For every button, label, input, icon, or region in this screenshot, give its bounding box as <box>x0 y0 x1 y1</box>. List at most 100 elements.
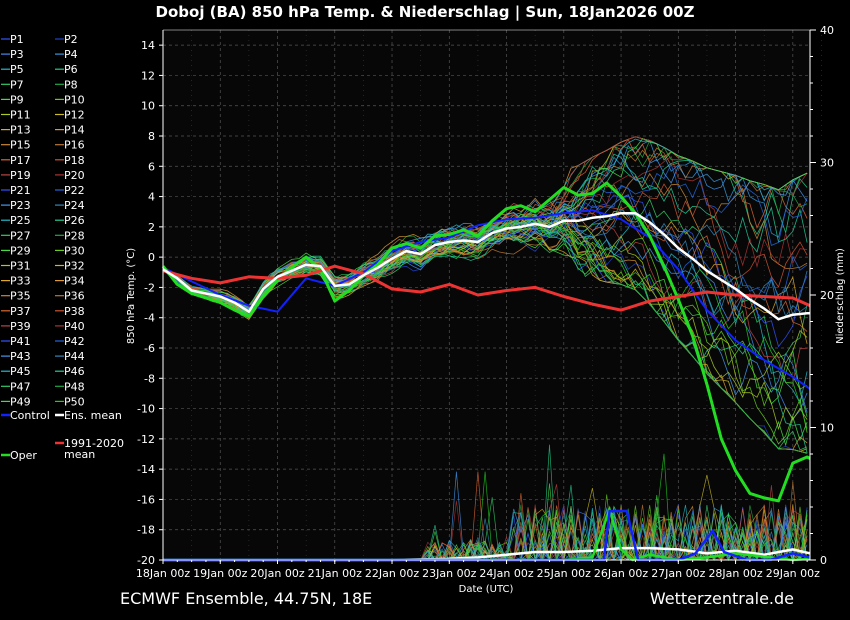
legend-label: P42 <box>64 335 85 348</box>
legend-item: P6 <box>55 63 78 76</box>
y-axis-label: 850 hPa Temp. (°C) <box>126 248 137 344</box>
x-tick-label: 18Jan 00z <box>136 567 190 580</box>
x-tick-label: 22Jan 00z <box>365 567 419 580</box>
legend-item: P22 <box>55 184 85 197</box>
legend-item: P34 <box>55 275 85 288</box>
legend-label: P19 <box>10 169 31 182</box>
legend-item: P29 <box>1 244 31 257</box>
legend-label: 1991-2020 <box>64 437 124 450</box>
legend-item: P4 <box>55 48 78 61</box>
legend-label: P35 <box>10 290 31 303</box>
legend-item: P41 <box>1 335 31 348</box>
legend-label: P22 <box>64 184 85 197</box>
legend-label: P50 <box>64 395 85 408</box>
legend-label: P47 <box>10 380 31 393</box>
y-tick-label: 12 <box>141 69 155 82</box>
legend-item: P3 <box>1 48 24 61</box>
x-tick-label: 24Jan 00z <box>479 567 533 580</box>
legend-label: P18 <box>64 154 85 167</box>
legend-label: P32 <box>64 260 85 273</box>
legend-item: P1 <box>1 33 24 46</box>
legend-item: P20 <box>55 169 85 182</box>
legend-item: Ens. mean <box>55 409 122 422</box>
legend-label: P4 <box>64 48 78 61</box>
legend-item: P17 <box>1 154 31 167</box>
legend-item: P26 <box>55 214 85 227</box>
legend-label: P11 <box>10 109 31 122</box>
y-tick-label: -2 <box>144 281 155 294</box>
legend-label: P17 <box>10 154 31 167</box>
legend-item: P27 <box>1 229 31 242</box>
legend-label: P3 <box>10 48 24 61</box>
legend-label: Control <box>10 409 50 422</box>
x-tick-label: 28Jan 00z <box>708 567 762 580</box>
legend-item: P37 <box>1 305 31 318</box>
legend-item: P36 <box>55 290 85 303</box>
legend-item: P5 <box>1 63 24 76</box>
x-axis-label: Date (UTC) <box>459 584 514 595</box>
legend-item: P24 <box>55 199 85 212</box>
legend-label: P49 <box>10 395 31 408</box>
member-line-p49 <box>162 138 808 306</box>
legend-label: P46 <box>64 365 85 378</box>
legend-item: P16 <box>55 139 85 152</box>
x-tick-label: 27Jan 00z <box>651 567 705 580</box>
y-tick-label: -12 <box>137 433 155 446</box>
y-tick-label: 10 <box>141 100 155 113</box>
legend-label: P31 <box>10 260 31 273</box>
legend-label: P37 <box>10 305 31 318</box>
legend-label: P1 <box>10 33 24 46</box>
y-tick-label: -20 <box>137 554 155 567</box>
legend-label: P5 <box>10 63 24 76</box>
legend-item: P47 <box>1 380 31 393</box>
legend-label: P13 <box>10 124 31 137</box>
legend-item: P15 <box>1 139 31 152</box>
legend-label: P29 <box>10 244 31 257</box>
legend-label: P12 <box>64 109 85 122</box>
legend-item: P35 <box>1 290 31 303</box>
legend-label: P20 <box>64 169 85 182</box>
legend-label: P23 <box>10 199 31 212</box>
y-tick-label: -6 <box>144 342 155 355</box>
legend-label: P26 <box>64 214 85 227</box>
x-tick-label: 23Jan 00z <box>422 567 476 580</box>
x-tick-label: 26Jan 00z <box>594 567 648 580</box>
legend-item: P10 <box>55 93 85 106</box>
y2-axis-label: Niederschlag (mm) <box>835 248 846 344</box>
legend-item: P45 <box>1 365 31 378</box>
legend-item: P2 <box>55 33 78 46</box>
y2-tick-label: 30 <box>820 157 834 170</box>
y-tick-label: 2 <box>148 221 155 234</box>
y-tick-label: -4 <box>144 312 155 325</box>
y2-tick-label: 0 <box>820 554 827 567</box>
legend-label: P10 <box>64 93 85 106</box>
y-tick-label: -16 <box>137 493 155 506</box>
legend-item: P25 <box>1 214 31 227</box>
legend-label: P2 <box>64 33 78 46</box>
legend-item: P49 <box>1 395 31 408</box>
legend-item: P23 <box>1 199 31 212</box>
y-tick-label: 8 <box>148 130 155 143</box>
x-tick-label: 21Jan 00z <box>308 567 362 580</box>
legend-label: P36 <box>64 290 85 303</box>
temp-line-1991-2020-mean <box>162 264 811 312</box>
y2-tick-label: 40 <box>820 24 834 37</box>
legend-item: P21 <box>1 184 31 197</box>
temp-line-ens-mean <box>162 211 810 321</box>
legend-item: P12 <box>55 109 85 122</box>
legend-item: Control <box>1 409 50 422</box>
x-tick-label: 20Jan 00z <box>250 567 304 580</box>
legend-label: P28 <box>64 229 85 242</box>
legend-label: mean <box>64 448 95 461</box>
legend-label: P7 <box>10 78 24 91</box>
legend-item: P46 <box>55 365 85 378</box>
legend-label: P40 <box>64 320 85 333</box>
footer-source: ECMWF Ensemble, 44.75N, 18E <box>120 589 373 608</box>
legend-item: P40 <box>55 320 85 333</box>
y2-tick-label: 20 <box>820 289 834 302</box>
legend-label: P33 <box>10 275 31 288</box>
legend-item: P11 <box>1 109 31 122</box>
legend-label: P41 <box>10 335 31 348</box>
legend-item: P38 <box>55 305 85 318</box>
